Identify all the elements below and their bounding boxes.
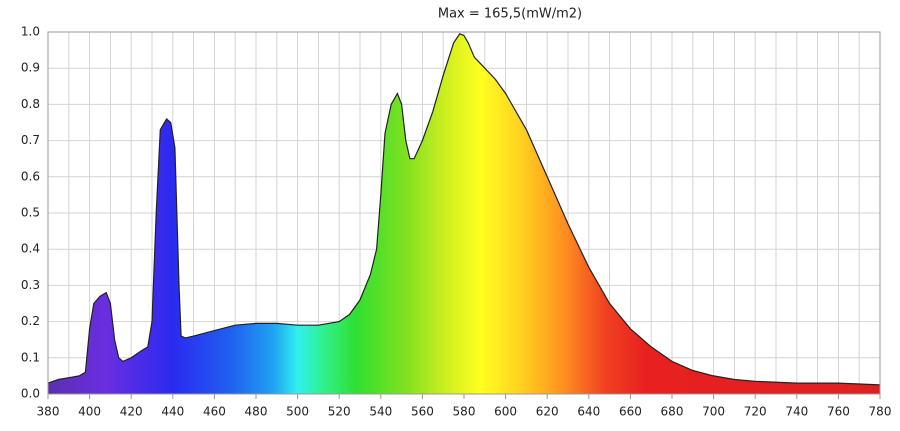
x-tick-label: 680	[661, 405, 684, 419]
y-tick-label: 0.9	[21, 61, 40, 75]
x-tick-label: 760	[827, 405, 850, 419]
chart-title: Max = 165,5(mW/m2)	[438, 7, 582, 22]
x-tick-label: 640	[577, 405, 600, 419]
y-tick-label: 0.7	[21, 133, 40, 147]
x-tick-label: 600	[494, 405, 517, 419]
y-tick-label: 0.3	[21, 278, 40, 292]
x-tick-label: 580	[453, 405, 476, 419]
x-tick-label: 380	[37, 405, 60, 419]
x-tick-label: 560	[411, 405, 434, 419]
x-tick-label: 480	[245, 405, 268, 419]
y-tick-label: 0.5	[21, 206, 40, 220]
x-tick-label: 440	[161, 405, 184, 419]
x-tick-label: 520	[328, 405, 351, 419]
x-tick-label: 420	[120, 405, 143, 419]
x-tick-label: 500	[286, 405, 309, 419]
x-tick-label: 460	[203, 405, 226, 419]
x-tick-label: 720	[744, 405, 767, 419]
x-tick-label: 540	[369, 405, 392, 419]
y-tick-label: 0.0	[21, 387, 40, 401]
y-tick-label: 0.1	[21, 350, 40, 364]
spectrum-line	[47, 33, 881, 386]
x-tick-label: 700	[702, 405, 725, 419]
y-tick-label: 0.8	[21, 97, 40, 111]
y-tick-label: 0.6	[21, 169, 40, 183]
x-tick-label: 400	[78, 405, 101, 419]
y-tick-label: 0.2	[21, 314, 40, 328]
x-tick-label: 660	[619, 405, 642, 419]
x-tick-label: 780	[869, 405, 892, 419]
y-tick-label: 1.0	[21, 25, 40, 39]
spectrum-area	[48, 33, 880, 395]
x-tick-label: 620	[536, 405, 559, 419]
y-tick-label: 0.4	[21, 242, 40, 256]
x-tick-label: 740	[785, 405, 808, 419]
